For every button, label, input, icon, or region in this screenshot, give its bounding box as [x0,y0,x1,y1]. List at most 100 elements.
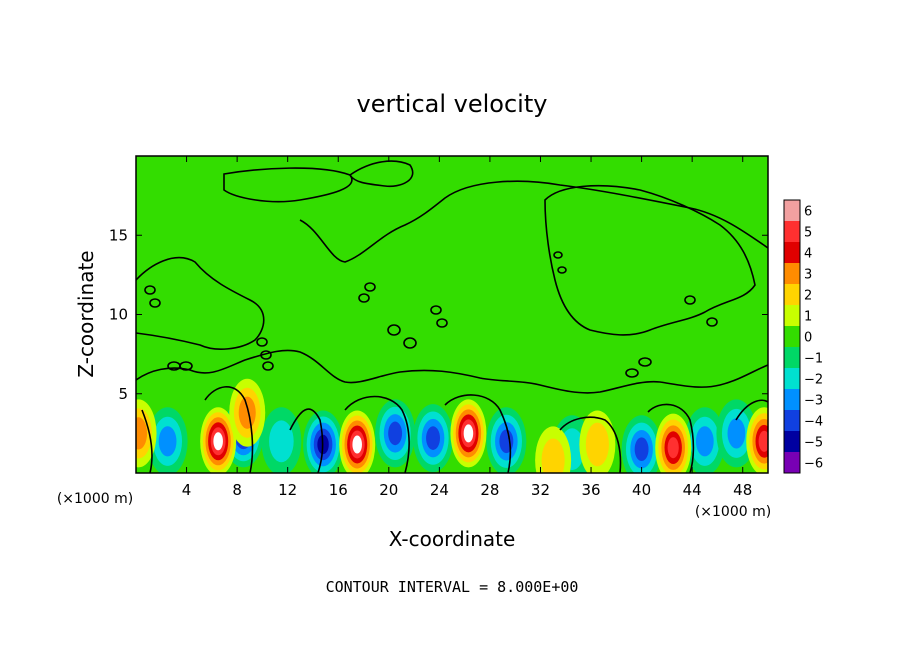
contour-loop [638,357,652,367]
contour-loop [625,368,639,378]
colorbar-label: −5 [804,436,823,451]
colorbar-frame [783,199,801,474]
colorbar-swatch [784,305,800,326]
updraft-cell [213,432,223,451]
contour-loop [706,317,718,327]
downdraft-cell [269,420,294,463]
updraft-cell [238,396,256,429]
contour-loop [144,285,156,295]
updraft-cell [463,424,474,443]
x-tick-label: 28 [480,481,499,499]
colorbar-swatch [784,284,800,305]
plot-field [136,156,768,473]
y-tick-label: 10 [109,306,128,324]
downdraft-cell [634,437,649,462]
contour-loop [149,298,161,308]
updraft-cell [585,422,609,467]
updraft-cell [541,438,565,473]
updraft-cell [667,437,679,459]
colorbar-label: 6 [804,205,812,220]
colorbar-swatch [784,242,800,263]
colorbar-label: −3 [804,394,823,409]
contour-loop [436,318,448,328]
contour-line [444,394,512,473]
x-tick-label: 48 [733,481,752,499]
x-tick-label: 20 [379,481,398,499]
x-tick-label: 32 [531,481,550,499]
contour-line [289,408,324,473]
contour-loop [403,337,417,349]
contour-loop [553,251,563,259]
contour-loop [430,305,442,315]
contour-line [136,349,768,394]
colorbar-swatch [784,431,800,452]
colorbar-swatch [784,221,800,242]
colorbar-swatch [784,326,800,347]
contour-loop [364,282,376,292]
downdraft-cell [158,426,177,457]
updraft-cell [352,435,362,454]
colorbar-swatch [784,389,800,410]
contour-line [647,403,695,473]
x-tick-label: 44 [683,481,702,499]
x-axis-label: X-coordinate [389,527,516,551]
colorbar-label: 1 [804,310,812,325]
contour-line [344,395,410,473]
contour-line [204,386,254,473]
y-tick-label: 5 [118,385,128,403]
contour-loop [260,350,272,360]
downdraft-cell [388,421,403,446]
x-tick-label: 8 [232,481,242,499]
velocity-cells [136,378,768,473]
x-tick-label: 4 [182,481,192,499]
y-axis-label: Z-coordinate [74,250,98,377]
updraft-cell [758,430,768,452]
contour-line [136,256,265,350]
x-tick-label: 36 [581,481,600,499]
x-tick-label: 40 [632,481,651,499]
colorbar-swatch [784,410,800,431]
x-unit-note-left: (×1000 m) [57,491,133,507]
contour-loop [684,295,696,305]
colorbar-swatch [784,368,800,389]
colorbar-label: −6 [804,457,823,472]
colorbar-swatch [784,200,800,221]
contour-line [735,399,768,421]
contour-lines [136,160,768,473]
contour-line [223,167,353,203]
colorbar-swatch [784,263,800,284]
y-tick-label: 15 [109,226,128,244]
colorbar-swatch [784,452,800,473]
contour-loop [387,324,401,336]
contour-interval-note: CONTOUR INTERVAL = 8.000E+00 [326,578,579,596]
contour-line [559,416,622,473]
downdraft-cell [695,426,714,457]
x-unit-note-right: (×1000 m) [695,504,771,520]
x-tick-label: 24 [430,481,449,499]
colorbar-label: 2 [804,289,812,304]
downdraft-cell [499,429,514,454]
contour-loop [557,266,567,274]
colorbar-label: −4 [804,415,823,430]
x-tick-label: 12 [278,481,297,499]
colorbar-label: 5 [804,226,812,241]
downdraft-cell [426,426,440,450]
contour-loop [358,293,370,303]
colorbar-label: −1 [804,352,823,367]
contour-line [348,160,414,188]
colorbar-label: 3 [804,268,812,283]
x-tick-label: 16 [329,481,348,499]
downdraft-cell [727,418,746,449]
contour-loop [179,361,193,371]
colorbar-swatch [784,347,800,368]
colorbar-label: 4 [804,247,812,262]
updraft-cell [136,417,148,450]
contour-loop [262,361,274,371]
contour-line [544,184,756,336]
contour-loop [256,337,268,347]
chart-title: vertical velocity [357,90,548,118]
colorbar-label: 0 [804,331,812,346]
contour-line [141,409,153,473]
